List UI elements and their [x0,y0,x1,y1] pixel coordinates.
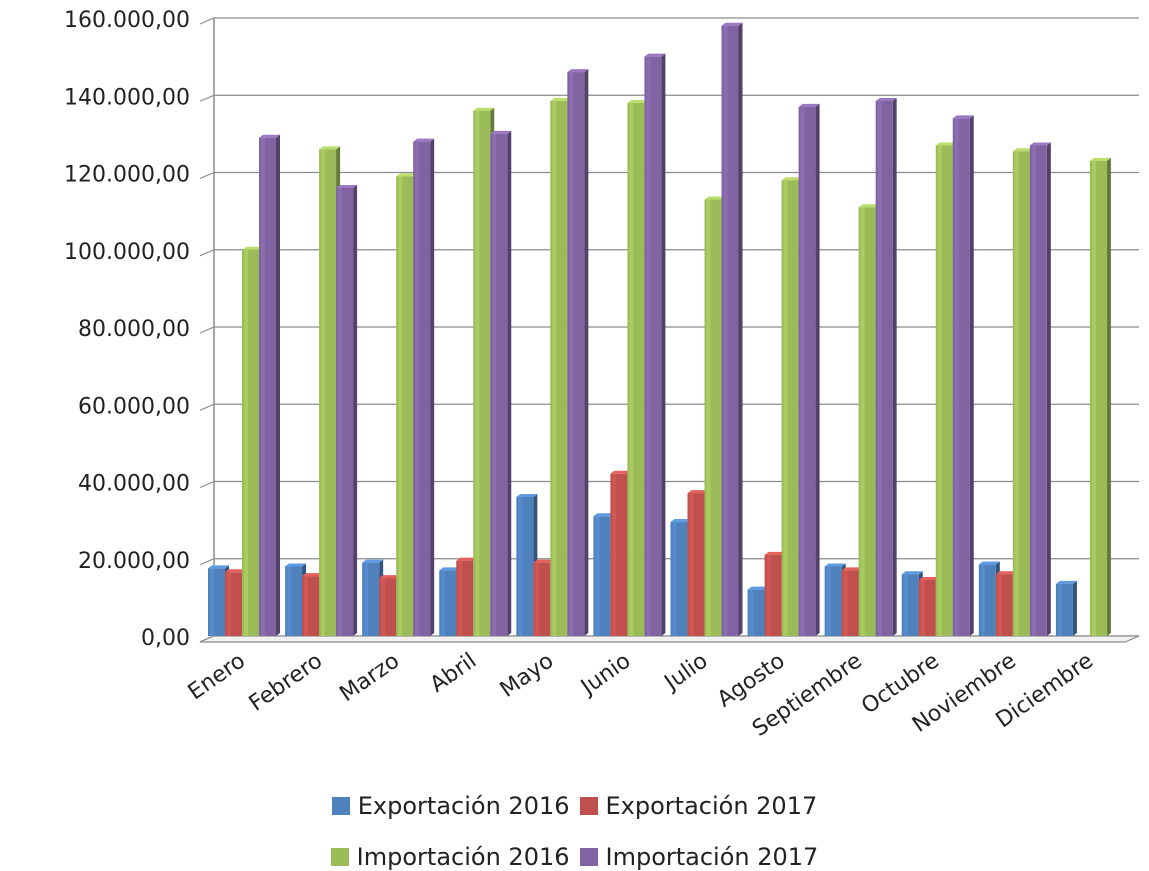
gridline [199,94,1139,102]
x-tick-label: Marzo [335,648,404,707]
bar [516,493,538,636]
bar [1089,157,1111,636]
y-tick-label: 100.000,00 [64,240,190,265]
y-tick-label: 60.000,00 [78,394,190,419]
bar [490,130,512,636]
y-tick-label: 140.000,00 [64,85,190,110]
x-tick-label: Julio [659,648,713,696]
y-tick-label: 120.000,00 [64,163,190,188]
bars [208,22,1111,637]
x-tick-label: Febrero [245,648,327,716]
bar [1029,142,1051,636]
legend-item: Importación 2017 [579,843,819,871]
legend-item: Importación 2016 [330,843,570,871]
bar [259,134,280,637]
legend-swatch [331,797,350,815]
y-axis-tick-labels: 0,00 20.000,00 40.000,00 60.000,00 80.000,00… [64,8,190,651]
bar [952,115,974,637]
bar [875,98,897,636]
y-tick-label: 40.000,00 [78,472,190,497]
y-tick-label: 160.000,00 [64,8,190,33]
legend-row-2: Importación 2016 Importación 2017 [0,843,1149,871]
legend-item: Exportación 2016 [331,792,570,820]
legend-swatch [579,797,598,815]
bar-chart: 0,00 20.000,00 40.000,00 60.000,00 80.000,00… [64,8,1140,742]
bar [567,69,589,636]
x-tick-label: Mayo [496,648,559,702]
legend-label: Exportación 2016 [357,792,570,820]
bar [1055,580,1077,636]
gridline [199,17,1139,25]
bar [336,184,358,636]
y-tick-label: 20.000,00 [78,549,190,574]
x-tick-label: Abril [426,648,482,697]
legend-item: Exportación 2017 [579,792,818,820]
bar [413,138,435,636]
x-tick-label: Junio [575,648,635,701]
legend-label: Exportación 2017 [605,792,818,820]
axes [199,18,1140,643]
x-tick-label: Enero [184,648,250,705]
legend-swatch [579,848,598,866]
legend-row-1: Exportación 2016 Exportación 2017 [0,792,1149,820]
gridline [199,171,1139,180]
legend-swatch [330,848,349,866]
legend-label: Importación 2017 [605,843,819,871]
bar [798,103,820,636]
bar [644,53,666,636]
bar [721,22,743,637]
legend-label: Importación 2016 [356,843,570,871]
x-axis-floor [199,635,1140,643]
y-tick-label: 0,00 [141,626,190,651]
y-tick-label: 80.000,00 [78,317,190,342]
